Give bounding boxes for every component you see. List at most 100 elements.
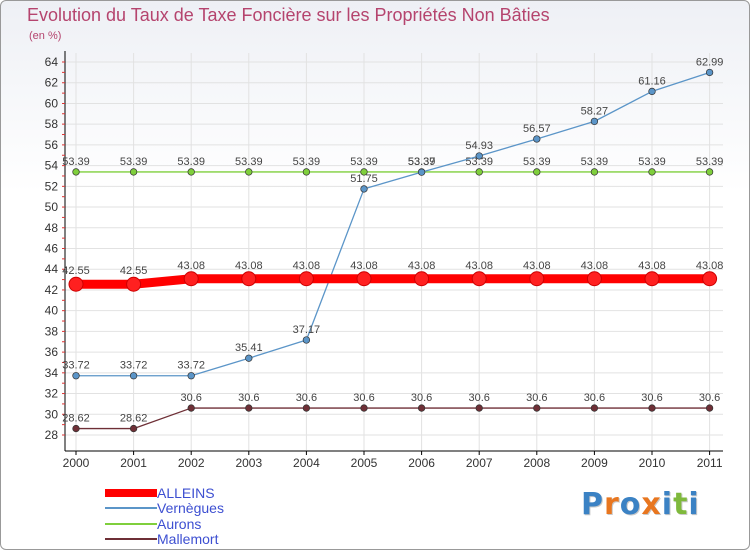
legend-label: ALLEINS xyxy=(157,484,215,501)
data-label: 30.6 xyxy=(641,392,662,404)
legend-item-aurons: Aurons xyxy=(105,516,224,532)
legend-label: Vernègues xyxy=(157,500,224,517)
y-tick-label: 54 xyxy=(45,159,59,173)
y-tick-label: 50 xyxy=(45,200,59,214)
data-label: 53.39 xyxy=(696,156,724,168)
data-point xyxy=(417,404,426,412)
data-label: 61.16 xyxy=(638,75,666,87)
data-label: 58.27 xyxy=(581,105,609,117)
data-point xyxy=(644,271,660,287)
data-point xyxy=(648,168,656,176)
y-tick-label: 32 xyxy=(45,387,59,401)
data-label: 53.39 xyxy=(581,156,609,168)
legend-item-mallemort: Mallemort xyxy=(105,531,224,548)
data-label: 53.39 xyxy=(350,156,378,168)
data-label: 43.08 xyxy=(177,260,205,272)
data-label: 53.39 xyxy=(465,156,493,168)
legend-swatch xyxy=(105,538,157,541)
data-label: 43.08 xyxy=(235,260,263,272)
data-point xyxy=(648,404,656,412)
y-tick-label: 48 xyxy=(45,221,59,235)
x-tick-label: 2005 xyxy=(351,456,378,470)
data-point xyxy=(241,271,257,287)
data-point xyxy=(360,185,368,193)
data-point xyxy=(129,372,138,380)
data-point xyxy=(705,168,714,176)
y-tick-label: 36 xyxy=(45,345,59,359)
data-label: 42.55 xyxy=(120,265,148,277)
data-label: 42.55 xyxy=(62,265,90,277)
x-tick-label: 2001 xyxy=(120,456,147,470)
data-point xyxy=(245,168,253,176)
data-label: 53.39 xyxy=(120,156,148,168)
data-label: 43.08 xyxy=(523,260,551,272)
x-tick-label: 2009 xyxy=(581,456,608,470)
data-label: 43.08 xyxy=(638,260,666,272)
legend-label: Mallemort xyxy=(157,531,219,548)
series-line-mallemort xyxy=(76,407,710,430)
y-tick-label: 52 xyxy=(45,179,59,193)
y-tick-label: 46 xyxy=(45,242,59,256)
data-label: 53.39 xyxy=(638,156,666,168)
data-point xyxy=(183,271,199,287)
data-label: 43.08 xyxy=(350,260,378,272)
y-tick-label: 42 xyxy=(45,283,59,297)
data-label: 53.37 xyxy=(408,156,436,168)
data-point xyxy=(68,276,84,292)
data-point xyxy=(590,404,599,412)
data-label: 53.39 xyxy=(408,156,436,168)
data-point xyxy=(245,354,253,362)
logo-letter: t xyxy=(673,487,689,522)
data-label: 33.72 xyxy=(177,360,205,372)
y-tick-label: 28 xyxy=(45,428,59,442)
data-label: 37.17 xyxy=(293,324,321,336)
data-point xyxy=(648,87,656,96)
data-point xyxy=(187,404,195,412)
data-point xyxy=(702,271,718,287)
y-tick-label: 64 xyxy=(45,55,59,69)
data-point xyxy=(356,271,372,287)
x-tick-label: 2008 xyxy=(523,456,550,470)
data-point xyxy=(414,271,430,287)
data-label: 62.99 xyxy=(696,56,724,68)
y-tick-label: 38 xyxy=(45,324,59,338)
legend-item-vernegues: Vernègues xyxy=(105,500,224,517)
data-label: 33.72 xyxy=(62,360,90,372)
logo-letter: i xyxy=(688,487,700,522)
data-point xyxy=(302,404,311,412)
data-point xyxy=(302,168,311,176)
y-tick-label: 30 xyxy=(45,407,59,421)
data-point xyxy=(590,117,599,126)
data-label: 53.39 xyxy=(62,156,90,168)
logo-letter: x xyxy=(641,487,662,522)
x-tick-label: 2000 xyxy=(63,456,90,470)
data-label: 43.08 xyxy=(293,260,321,272)
y-tick-label: 40 xyxy=(45,304,59,318)
data-point xyxy=(360,168,368,176)
data-label: 30.6 xyxy=(699,392,720,404)
series-line-vernègues xyxy=(76,71,710,377)
data-label: 53.39 xyxy=(293,156,321,168)
logo-letter: i xyxy=(661,487,674,522)
legend-swatch xyxy=(105,488,157,497)
data-label: 30.6 xyxy=(526,392,547,404)
logo-letter: P xyxy=(581,487,604,522)
data-label: 30.6 xyxy=(411,392,432,404)
data-point xyxy=(72,168,80,176)
data-point xyxy=(245,404,253,412)
data-label: 53.39 xyxy=(235,156,263,168)
data-label: 30.6 xyxy=(353,392,374,404)
y-tick-label: 56 xyxy=(45,138,59,152)
data-label: 53.39 xyxy=(523,156,551,168)
y-tick-label: 58 xyxy=(45,117,59,131)
proxiti-logo: Proxiti xyxy=(581,487,700,522)
data-point xyxy=(586,271,602,287)
legend-item-alleins: ALLEINS xyxy=(105,485,224,501)
data-point xyxy=(302,336,311,344)
data-point xyxy=(72,372,80,380)
data-point xyxy=(129,168,138,176)
data-label: 43.08 xyxy=(581,260,609,272)
x-tick-label: 2003 xyxy=(235,456,262,470)
data-label: 28.62 xyxy=(120,413,148,425)
